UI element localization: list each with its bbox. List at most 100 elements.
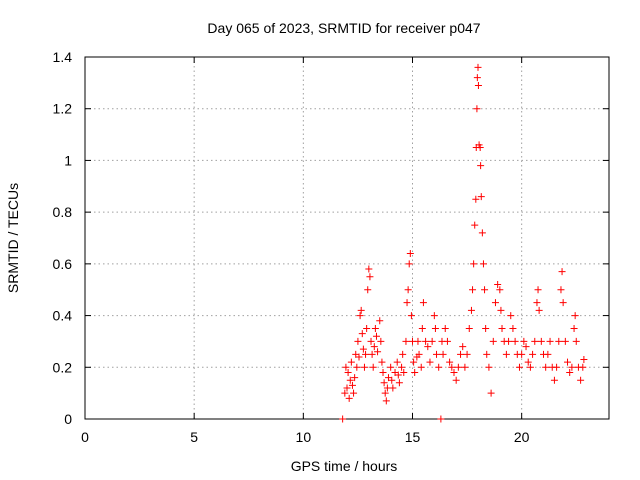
data-point (477, 193, 485, 201)
data-point (457, 350, 465, 358)
data-point (366, 273, 374, 281)
data-point (555, 337, 563, 345)
data-point (544, 350, 552, 358)
data-point (577, 376, 585, 384)
plot-frame (84, 56, 610, 420)
data-point (463, 350, 471, 358)
data-point (520, 337, 528, 345)
data-point (381, 389, 389, 397)
y-axis-label: SRMTID / TECUs (5, 183, 21, 293)
data-point (537, 337, 545, 345)
data-point (571, 312, 579, 320)
data-point (405, 260, 413, 268)
x-ticks: 0 5 10 15 20 (81, 57, 530, 445)
data-point (450, 368, 458, 376)
data-point (356, 312, 364, 320)
data-point (553, 363, 561, 371)
chart-title: Day 065 of 2023, SRMTID for receiver p04… (207, 20, 480, 36)
data-point (473, 74, 481, 82)
data-point (368, 350, 376, 358)
data-point (402, 337, 410, 345)
data-point (377, 337, 385, 345)
data-point (485, 363, 493, 371)
data-point (394, 371, 402, 379)
data-point (491, 299, 499, 307)
data-point (472, 195, 480, 203)
data-point (570, 325, 578, 332)
data-point (350, 389, 358, 397)
y-tick-label: 0.8 (53, 204, 73, 220)
data-point (358, 330, 366, 338)
data-point (542, 363, 550, 371)
y-tick-label: 1 (64, 152, 72, 168)
data-point (461, 363, 469, 371)
x-tick-label: 20 (514, 429, 530, 445)
data-point (507, 312, 515, 320)
data-point (372, 332, 380, 340)
data-point (399, 350, 407, 358)
data-point (469, 286, 477, 294)
data-point (452, 376, 460, 384)
data-point (389, 384, 397, 392)
data-point (418, 325, 426, 332)
data-point (439, 350, 447, 358)
x-tick-label: 10 (296, 429, 312, 445)
data-point (531, 337, 539, 345)
data-point (579, 363, 587, 371)
data-point (580, 356, 588, 364)
x-axis-label: GPS time / hours (291, 458, 398, 474)
data-point (476, 144, 484, 151)
data-point (380, 379, 388, 387)
data-point (529, 350, 537, 358)
data-point (526, 363, 534, 371)
data-point (489, 337, 497, 345)
data-point (406, 250, 414, 258)
y-tick-label: 0.6 (53, 256, 73, 272)
data-point (364, 286, 372, 294)
data-point (370, 343, 378, 351)
data-point (344, 368, 352, 376)
data-point (564, 358, 572, 366)
data-point (535, 306, 543, 314)
data-point (471, 221, 479, 229)
data-point (509, 325, 517, 332)
data-point (359, 345, 367, 353)
data-point (428, 337, 436, 345)
data-point (459, 343, 467, 351)
data-point (482, 325, 490, 332)
data-point (437, 415, 445, 423)
data-point (367, 337, 375, 345)
data-point (369, 363, 377, 371)
data-point (410, 358, 418, 366)
y-tick-label: 0.4 (53, 308, 73, 324)
data-point (446, 358, 454, 366)
data-point (404, 286, 412, 294)
data-point (347, 358, 355, 366)
data-point (388, 376, 396, 384)
data-point (498, 325, 506, 332)
x-tick-label: 0 (81, 429, 89, 445)
data-point (343, 384, 351, 392)
data-point (572, 337, 580, 345)
data-point (494, 281, 502, 289)
data-point (342, 363, 350, 371)
data-point (374, 348, 382, 356)
data-point (435, 363, 443, 371)
data-point (473, 105, 481, 113)
data-point (546, 337, 554, 345)
data-point (378, 358, 386, 366)
data-point (505, 337, 513, 345)
data-point (502, 350, 510, 358)
x-tick-label: 5 (190, 429, 198, 445)
data-point (357, 306, 365, 314)
data-point (465, 325, 473, 332)
x-tick-label: 15 (405, 429, 421, 445)
y-tick-label: 0.2 (53, 359, 73, 375)
data-point (568, 363, 576, 371)
data-point (515, 363, 523, 371)
data-point (371, 325, 379, 332)
data-point (481, 286, 489, 294)
data-point (557, 286, 565, 294)
data-point (522, 343, 530, 351)
data-point (345, 394, 353, 402)
